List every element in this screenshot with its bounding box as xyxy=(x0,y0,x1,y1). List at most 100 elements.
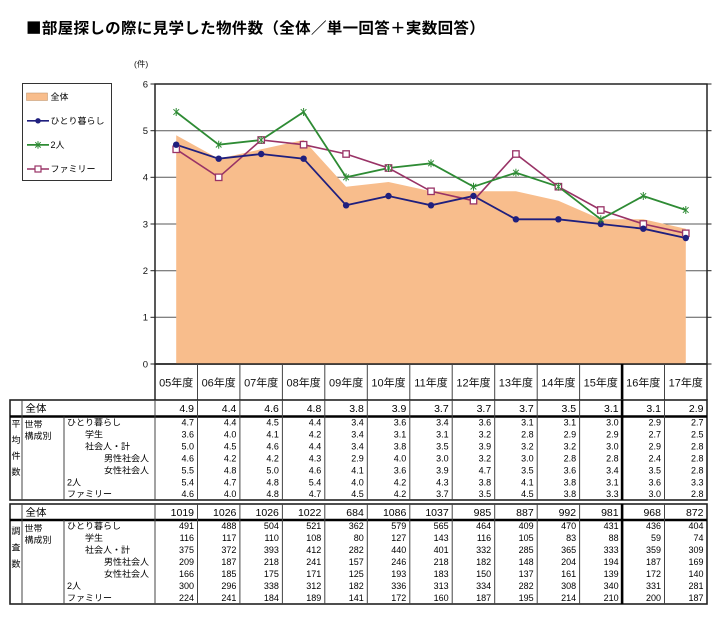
svg-text:2.8: 2.8 xyxy=(564,451,577,464)
svg-text:521: 521 xyxy=(306,519,321,532)
svg-text:412: 412 xyxy=(306,543,321,556)
svg-text:ファミリー: ファミリー xyxy=(51,162,96,175)
svg-text:214: 214 xyxy=(561,591,576,604)
svg-text:362: 362 xyxy=(349,519,364,532)
svg-text:193: 193 xyxy=(391,567,406,580)
svg-text:189: 189 xyxy=(306,591,321,604)
svg-text:137: 137 xyxy=(519,567,534,580)
svg-text:5.4: 5.4 xyxy=(309,475,322,488)
svg-text:195: 195 xyxy=(519,591,534,604)
svg-text:4.5: 4.5 xyxy=(266,416,279,429)
svg-text:872: 872 xyxy=(686,505,704,520)
svg-text:平: 平 xyxy=(11,417,20,430)
svg-text:3: 3 xyxy=(143,216,148,230)
svg-text:3.6: 3.6 xyxy=(394,416,407,429)
svg-text:440: 440 xyxy=(391,543,406,556)
svg-text:3.6: 3.6 xyxy=(648,475,661,488)
svg-text:3.4: 3.4 xyxy=(436,416,449,429)
svg-text:3.7: 3.7 xyxy=(519,401,534,416)
svg-text:309: 309 xyxy=(688,543,703,556)
svg-text:4.9: 4.9 xyxy=(179,401,194,416)
svg-text:116: 116 xyxy=(477,531,491,544)
svg-text:査: 査 xyxy=(11,541,20,554)
svg-text:4.6: 4.6 xyxy=(181,487,194,500)
svg-text:338: 338 xyxy=(264,579,279,592)
svg-text:■部屋探しの際に見学した物件数（全体／単一回答＋実数回答）: ■部屋探しの際に見学した物件数（全体／単一回答＋実数回答） xyxy=(26,17,485,39)
svg-text:372: 372 xyxy=(221,543,236,556)
svg-text:160: 160 xyxy=(434,591,449,604)
svg-text:1037: 1037 xyxy=(425,505,449,520)
svg-text:3.1: 3.1 xyxy=(394,428,407,441)
svg-text:150: 150 xyxy=(476,567,491,580)
svg-text:3.4: 3.4 xyxy=(351,440,364,453)
svg-text:社会人・計: 社会人・計 xyxy=(85,543,130,556)
svg-text:332: 332 xyxy=(476,543,491,556)
svg-text:05年度: 05年度 xyxy=(159,375,193,391)
svg-text:3.5: 3.5 xyxy=(648,463,661,476)
svg-text:3.8: 3.8 xyxy=(349,401,364,416)
svg-text:構成別: 構成別 xyxy=(25,429,52,442)
svg-text:4.7: 4.7 xyxy=(181,416,194,429)
svg-text:4.1: 4.1 xyxy=(266,428,279,441)
svg-text:17年度: 17年度 xyxy=(669,375,703,391)
svg-text:女性社会人: 女性社会人 xyxy=(104,463,149,476)
svg-text:12年度: 12年度 xyxy=(456,375,490,391)
svg-text:3.4: 3.4 xyxy=(351,416,364,429)
svg-text:148: 148 xyxy=(519,555,534,568)
svg-text:431: 431 xyxy=(604,519,619,532)
svg-text:(件): (件) xyxy=(134,58,148,70)
svg-text:409: 409 xyxy=(519,519,534,532)
svg-text:ひとり暮らし: ひとり暮らし xyxy=(67,416,121,429)
svg-text:10年度: 10年度 xyxy=(371,375,405,391)
svg-text:4.8: 4.8 xyxy=(266,487,279,500)
svg-text:3.1: 3.1 xyxy=(564,416,577,429)
svg-text:4.4: 4.4 xyxy=(309,416,322,429)
svg-text:4.8: 4.8 xyxy=(307,401,322,416)
svg-text:141: 141 xyxy=(349,591,364,604)
svg-text:308: 308 xyxy=(561,579,576,592)
svg-text:200: 200 xyxy=(646,591,661,604)
svg-text:2.9: 2.9 xyxy=(648,416,661,429)
svg-text:88: 88 xyxy=(609,531,619,544)
svg-text:2.8: 2.8 xyxy=(691,487,704,500)
svg-text:4.0: 4.0 xyxy=(351,475,364,488)
svg-text:3.3: 3.3 xyxy=(691,475,704,488)
svg-text:06年度: 06年度 xyxy=(202,375,236,391)
svg-text:140: 140 xyxy=(688,567,703,580)
svg-text:340: 340 xyxy=(604,579,619,592)
svg-text:375: 375 xyxy=(179,543,194,556)
svg-text:14年度: 14年度 xyxy=(541,375,575,391)
svg-text:数: 数 xyxy=(11,557,20,570)
svg-text:3.6: 3.6 xyxy=(394,463,407,476)
svg-text:世帯: 世帯 xyxy=(25,521,43,534)
svg-text:1: 1 xyxy=(143,310,148,324)
svg-text:139: 139 xyxy=(604,567,619,580)
svg-text:565: 565 xyxy=(434,519,449,532)
svg-text:全体: 全体 xyxy=(26,505,47,520)
svg-text:3.0: 3.0 xyxy=(606,416,619,429)
svg-text:4.0: 4.0 xyxy=(224,428,237,441)
svg-text:3.1: 3.1 xyxy=(521,416,534,429)
svg-text:183: 183 xyxy=(434,567,449,580)
svg-text:365: 365 xyxy=(561,543,576,556)
svg-text:4.2: 4.2 xyxy=(309,428,322,441)
svg-text:3.3: 3.3 xyxy=(606,487,619,500)
svg-text:3.9: 3.9 xyxy=(392,401,407,416)
svg-text:4.6: 4.6 xyxy=(309,463,322,476)
svg-text:ひとり暮らし: ひとり暮らし xyxy=(67,519,121,532)
svg-text:2.8: 2.8 xyxy=(691,463,704,476)
svg-text:224: 224 xyxy=(179,591,194,604)
svg-text:均: 均 xyxy=(11,433,20,446)
svg-text:4.2: 4.2 xyxy=(394,487,407,500)
svg-text:80: 80 xyxy=(354,531,364,544)
svg-text:3.1: 3.1 xyxy=(604,401,619,416)
svg-text:172: 172 xyxy=(646,567,661,580)
svg-text:2.4: 2.4 xyxy=(648,451,661,464)
svg-text:09年度: 09年度 xyxy=(329,375,363,391)
svg-text:3.9: 3.9 xyxy=(479,440,492,453)
svg-text:2.9: 2.9 xyxy=(648,440,661,453)
svg-text:1026: 1026 xyxy=(256,505,280,520)
svg-text:105: 105 xyxy=(519,531,534,544)
svg-text:4.8: 4.8 xyxy=(224,463,237,476)
svg-text:3.7: 3.7 xyxy=(434,401,449,416)
